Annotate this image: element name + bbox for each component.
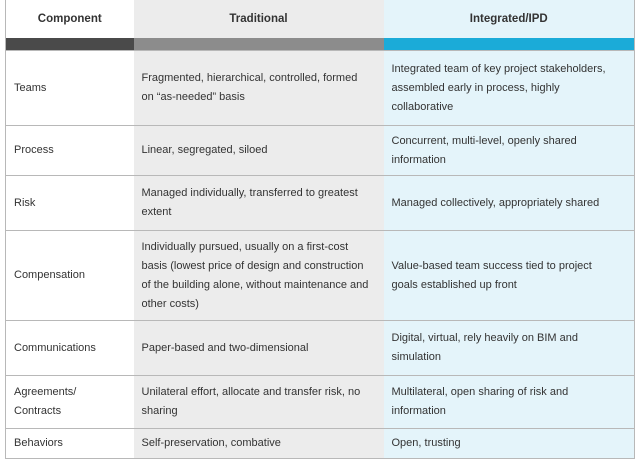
cell-text-line: of the building alone, without maintenan…: [141, 278, 369, 291]
cell-text-line: assembled early in process, highly: [391, 81, 560, 94]
column-header: Component: [5, 0, 134, 38]
cell-text-line: Unilateral effort, allocate and transfer…: [141, 386, 361, 398]
cell-text-line: Compensation: [14, 269, 85, 281]
cell-text-line: Individually pursued, usually on a first…: [141, 240, 349, 253]
cell-text-line: sharing: [141, 405, 178, 417]
cell-text-line: extent: [141, 206, 172, 218]
table-body: Teams Fragmented, hierarchical, controlle…: [5, 50, 635, 459]
color-bar: [5, 38, 635, 51]
cell-text-line: other costs): [141, 297, 199, 310]
table-row: Agreements/Contracts Unilateral effort, a…: [5, 375, 635, 429]
table-cell: Managed collectively, appropriately shar…: [383, 175, 635, 231]
cell-text-line: Digital, virtual, rely heavily on BIM an…: [391, 332, 578, 344]
table-cell: Paper-based and two-dimensional: [133, 320, 384, 376]
cell-text-line: Value-based team success tied to project: [391, 259, 592, 272]
cell-text-line: Agreements/: [14, 386, 77, 398]
table-cell: Self-preservation, combative: [133, 428, 384, 459]
cell-text-line: Process: [14, 144, 54, 156]
table-cell: Unilateral effort, allocate and transfer…: [133, 375, 384, 429]
cell-text-line: Open, trusting: [391, 437, 461, 449]
table-row: Teams Fragmented, hierarchical, controlle…: [5, 50, 635, 126]
table-cell: Digital, virtual, rely heavily on BIM an…: [383, 320, 635, 376]
table-row: Process Linear, segregated, siloed Concurr…: [5, 125, 635, 176]
table-cell: Teams: [5, 50, 134, 126]
cell-text-line: Linear, segregated, siloed: [141, 144, 268, 156]
table-cell: Behaviors: [5, 428, 134, 459]
table-row: Communications Paper-based and two-dimens…: [5, 320, 635, 376]
cell-text-line: collaborative: [391, 100, 454, 113]
column-header: Traditional: [133, 0, 384, 38]
cell-text-line: simulation: [391, 351, 442, 363]
cell-text-line: basis (lowest price of design and constr…: [141, 259, 364, 272]
cell-text-line: Self-preservation, combative: [141, 437, 281, 449]
column-header: Integrated/IPD: [383, 0, 635, 38]
cell-text-line: Risk: [14, 196, 36, 209]
cell-text-line: Fragmented, hierarchical, controlled, fo…: [141, 72, 358, 84]
cell-text-line: Managed collectively, appropriately shar…: [391, 196, 600, 209]
table-cell: Risk: [5, 175, 134, 231]
table-row: Compensation Individually pursued, usuall…: [5, 230, 635, 321]
cell-text-line: on “as-needed” basis: [141, 91, 245, 103]
table-cell: Compensation: [5, 230, 134, 321]
cell-text-line: Communications: [14, 341, 96, 354]
cell-text-line: Contracts: [14, 405, 62, 417]
table-cell: Managed individually, transferred to gre…: [133, 175, 384, 231]
table-header: Component Traditional Integrated/IPD: [5, 0, 635, 51]
cell-text-line: Teams: [14, 81, 47, 94]
cell-text-line: Concurrent, multi-level, openly shared: [391, 134, 577, 147]
table-row: Risk Managed individually, transferred to…: [5, 175, 635, 231]
table-row: Behaviors Self-preservation, combative Ope…: [5, 428, 635, 459]
table-cell: Communications: [5, 320, 134, 376]
table-cell: Integrated team of key project stakehold…: [383, 50, 635, 126]
table-cell: Multilateral, open sharing of risk and in…: [383, 375, 635, 429]
table-cell: Linear, segregated, siloed: [133, 125, 384, 176]
cell-text-line: goals established up front: [391, 278, 517, 291]
comparison-table: Component Traditional Integrated/IPD Teams…: [5, 0, 635, 459]
cell-text-line: Managed individually, transferred to gre…: [141, 187, 358, 199]
cell-text-line: Behaviors: [14, 437, 63, 449]
cell-text-line: information: [391, 405, 446, 417]
table-cell: Fragmented, hierarchical, controlled, fo…: [133, 50, 384, 126]
table-cell: Process: [5, 125, 134, 176]
table-cell: Value-based team success tied to project…: [383, 230, 635, 321]
cell-text-line: Integrated team of key project stakehold…: [391, 62, 606, 75]
cell-text-line: information: [391, 153, 446, 166]
table-cell: Open, trusting: [383, 428, 635, 459]
cell-text-line: Paper-based and two-dimensional: [141, 341, 309, 354]
table-cell: Agreements/Contracts: [5, 375, 134, 429]
table-cell: Individually pursued, usually on a first…: [133, 230, 384, 321]
cell-text-line: Multilateral, open sharing of risk and: [391, 386, 569, 398]
table-cell: Concurrent, multi-level, openly shared in…: [383, 125, 635, 176]
